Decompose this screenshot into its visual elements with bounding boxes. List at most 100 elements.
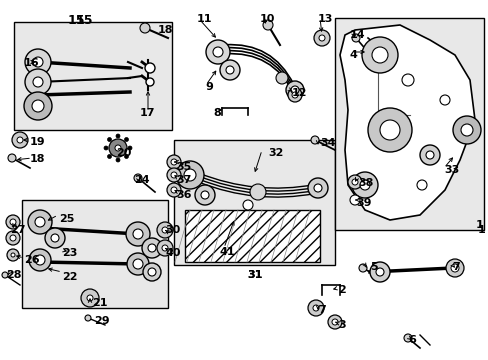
Circle shape <box>162 227 168 233</box>
Text: 24: 24 <box>134 175 149 185</box>
Circle shape <box>33 77 43 87</box>
Circle shape <box>126 222 150 246</box>
Circle shape <box>25 49 51 75</box>
Circle shape <box>419 145 439 165</box>
Circle shape <box>157 222 173 238</box>
Text: 39: 39 <box>355 198 371 208</box>
Circle shape <box>133 229 142 239</box>
Circle shape <box>157 240 173 256</box>
Text: 30: 30 <box>164 225 180 235</box>
Text: 19: 19 <box>30 137 45 147</box>
Text: 6: 6 <box>407 335 415 345</box>
Circle shape <box>263 20 272 30</box>
Text: 23: 23 <box>62 248 77 258</box>
Text: 20: 20 <box>116 148 131 158</box>
Text: 1: 1 <box>475 220 483 230</box>
Circle shape <box>183 169 196 181</box>
Text: 31: 31 <box>246 270 262 280</box>
Circle shape <box>225 66 234 74</box>
Circle shape <box>51 234 59 242</box>
Text: 18: 18 <box>30 154 45 164</box>
Circle shape <box>379 120 399 140</box>
Circle shape <box>167 183 181 197</box>
Text: 28: 28 <box>6 270 21 280</box>
Text: 4: 4 <box>348 50 356 60</box>
Circle shape <box>425 151 433 159</box>
Circle shape <box>28 210 52 234</box>
Text: 16: 16 <box>24 58 40 68</box>
Circle shape <box>287 88 302 102</box>
Circle shape <box>349 195 359 205</box>
Circle shape <box>291 92 297 98</box>
Bar <box>334 18 483 230</box>
Circle shape <box>116 134 120 138</box>
Circle shape <box>313 184 321 192</box>
Text: 37: 37 <box>176 175 191 185</box>
Circle shape <box>17 137 23 143</box>
Circle shape <box>148 244 156 252</box>
Circle shape <box>327 315 341 329</box>
Circle shape <box>124 138 128 141</box>
Circle shape <box>401 74 413 86</box>
Circle shape <box>8 154 16 162</box>
Circle shape <box>134 174 142 182</box>
Text: 12: 12 <box>291 88 307 98</box>
Circle shape <box>33 57 43 67</box>
Text: 8: 8 <box>213 108 220 118</box>
Circle shape <box>142 238 162 258</box>
Bar <box>14 22 172 130</box>
Circle shape <box>167 155 181 169</box>
Circle shape <box>358 264 366 272</box>
Circle shape <box>6 231 20 245</box>
Circle shape <box>367 108 411 152</box>
Circle shape <box>460 124 472 136</box>
Text: 13: 13 <box>317 14 333 24</box>
Circle shape <box>10 235 16 241</box>
Circle shape <box>171 172 177 178</box>
Text: 11: 11 <box>197 14 212 24</box>
Circle shape <box>115 145 121 151</box>
Text: 9: 9 <box>204 82 212 92</box>
Text: 38: 38 <box>357 178 373 188</box>
Text: 26: 26 <box>24 255 40 265</box>
Text: 21: 21 <box>92 298 107 308</box>
Circle shape <box>375 268 383 276</box>
Circle shape <box>176 161 203 189</box>
Circle shape <box>12 132 28 148</box>
Circle shape <box>285 81 304 99</box>
Circle shape <box>85 315 91 321</box>
Circle shape <box>205 40 229 64</box>
Circle shape <box>35 255 45 265</box>
Circle shape <box>107 154 111 158</box>
Circle shape <box>290 86 298 94</box>
Text: 36: 36 <box>176 190 191 200</box>
Circle shape <box>140 23 150 33</box>
Text: 18: 18 <box>158 25 173 35</box>
Circle shape <box>7 249 19 261</box>
Circle shape <box>351 34 359 42</box>
Text: 7: 7 <box>317 305 325 315</box>
Text: 32: 32 <box>267 148 283 158</box>
Circle shape <box>313 30 329 46</box>
Circle shape <box>347 175 361 189</box>
Text: 15: 15 <box>76 14 93 27</box>
Text: 41: 41 <box>220 247 235 257</box>
Circle shape <box>24 92 52 120</box>
Circle shape <box>371 47 387 63</box>
Circle shape <box>35 217 45 227</box>
Text: 3: 3 <box>337 320 345 330</box>
Circle shape <box>275 72 287 84</box>
Text: 35: 35 <box>176 162 191 172</box>
Circle shape <box>162 245 168 251</box>
Circle shape <box>452 116 480 144</box>
Bar <box>184 210 319 262</box>
Circle shape <box>11 253 15 257</box>
Circle shape <box>45 228 65 248</box>
Circle shape <box>351 179 357 185</box>
Text: 34: 34 <box>319 138 335 148</box>
Circle shape <box>167 168 181 182</box>
Circle shape <box>171 159 177 165</box>
Circle shape <box>310 136 318 144</box>
Circle shape <box>2 272 8 278</box>
Circle shape <box>29 249 51 271</box>
